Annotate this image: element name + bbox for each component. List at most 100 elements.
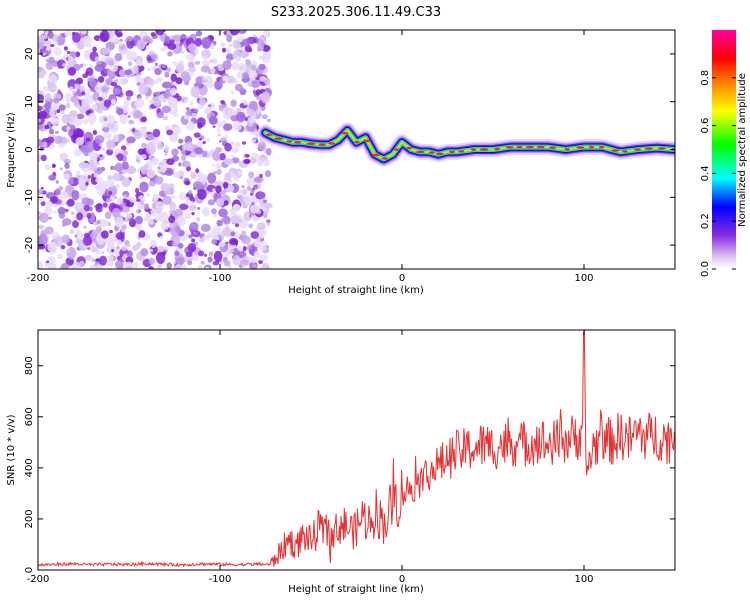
noise-speck — [138, 82, 149, 95]
noise-speck — [78, 175, 87, 186]
noise-speck — [150, 239, 157, 248]
noise-speck — [142, 131, 148, 139]
noise-speck — [73, 92, 78, 97]
noise-speck — [108, 190, 113, 196]
noise-speck — [119, 77, 128, 86]
noise-speck — [177, 216, 187, 227]
noise-speck — [83, 204, 90, 212]
noise-speck — [259, 75, 266, 82]
noise-speck — [58, 104, 66, 111]
signal-core — [471, 148, 477, 151]
noise-speck — [217, 133, 221, 137]
noise-speck — [61, 234, 71, 244]
noise-speck — [237, 62, 248, 72]
noise-speck — [42, 141, 48, 148]
noise-speck — [114, 162, 123, 173]
noise-speck — [129, 197, 137, 203]
noise-speck — [91, 104, 99, 111]
noise-speck — [47, 216, 52, 220]
noise-speck — [230, 99, 238, 108]
noise-speck — [114, 60, 118, 64]
noise-speck — [38, 41, 45, 50]
noise-speck — [112, 173, 122, 182]
noise-speck — [61, 138, 70, 144]
noise-speck — [141, 142, 147, 148]
noise-speck — [125, 50, 134, 61]
noise-speck — [237, 171, 242, 176]
x-tick-label: 100 — [574, 574, 593, 585]
noise-speck — [126, 166, 137, 175]
noise-speck — [185, 251, 193, 258]
noise-speck — [264, 170, 272, 178]
noise-speck — [212, 125, 216, 128]
noise-speck — [208, 251, 214, 257]
colorbar: 0.0 0.2 0.4 0.6 0.8 Normalized spectral ampl… — [700, 30, 748, 277]
y-tick-label: 20 — [24, 48, 35, 61]
noise-speck — [81, 197, 91, 206]
noise-speck — [232, 39, 241, 49]
signal-core — [634, 148, 641, 151]
noise-speck — [191, 112, 198, 118]
signal-core — [406, 146, 413, 150]
noise-speck — [106, 122, 115, 129]
noise-speck — [67, 67, 77, 76]
noise-speck — [106, 114, 115, 123]
noise-speck — [47, 241, 57, 253]
noise-speck — [109, 86, 114, 90]
noise-speck — [95, 203, 103, 210]
noise-speck — [248, 171, 255, 179]
noise-speck — [116, 239, 123, 247]
snr-xlabel: Height of straight line (km) — [288, 584, 424, 595]
noise-speck — [89, 63, 93, 68]
noise-speck — [110, 197, 116, 201]
noise-speck — [86, 212, 92, 219]
y-tick-label: 10 — [24, 95, 35, 108]
noise-speck — [252, 264, 257, 268]
noise-speck — [97, 75, 105, 83]
noise-speck — [85, 141, 94, 153]
noise-speck — [68, 120, 75, 125]
noise-speck — [101, 148, 105, 151]
noise-speck — [64, 31, 72, 37]
noise-speck — [38, 66, 43, 72]
noise-speck — [200, 260, 206, 265]
noise-speck — [155, 201, 165, 212]
noise-speck — [105, 57, 115, 66]
noise-speck — [53, 46, 62, 56]
noise-speck — [241, 72, 250, 79]
noise-speck — [44, 93, 52, 101]
noise-speck — [241, 38, 251, 47]
noise-speck — [220, 42, 226, 47]
noise-speck — [163, 144, 170, 153]
noise-speck — [154, 62, 159, 66]
noise-speck — [169, 39, 175, 45]
noise-speck — [189, 170, 193, 174]
noise-speck — [265, 148, 272, 156]
noise-speck — [207, 232, 213, 237]
noise-speck — [215, 163, 222, 170]
noise-speck — [210, 67, 216, 74]
colorbar-label: Normalized spectral amplitude — [737, 73, 748, 227]
noise-speck — [241, 263, 246, 268]
noise-speck — [201, 36, 212, 49]
noise-speck — [116, 32, 123, 37]
signal-core — [381, 157, 389, 160]
noise-speck — [159, 235, 163, 240]
noise-speck — [128, 110, 134, 116]
noise-speck — [179, 203, 189, 211]
noise-speck — [112, 134, 120, 143]
noise-speck — [228, 238, 239, 246]
noise-speck — [71, 190, 80, 201]
noise-speck — [149, 248, 154, 253]
noise-speck — [82, 73, 89, 79]
noise-speck — [173, 125, 181, 135]
x-tick-label: 100 — [574, 273, 593, 284]
noise-speck — [76, 212, 84, 221]
noise-speck — [216, 219, 223, 227]
noise-speck — [101, 251, 105, 255]
noise-speck — [125, 90, 134, 97]
noise-speck — [38, 233, 48, 246]
colorbar-tick-label: 0.6 — [700, 118, 711, 134]
noise-speck — [41, 34, 48, 40]
